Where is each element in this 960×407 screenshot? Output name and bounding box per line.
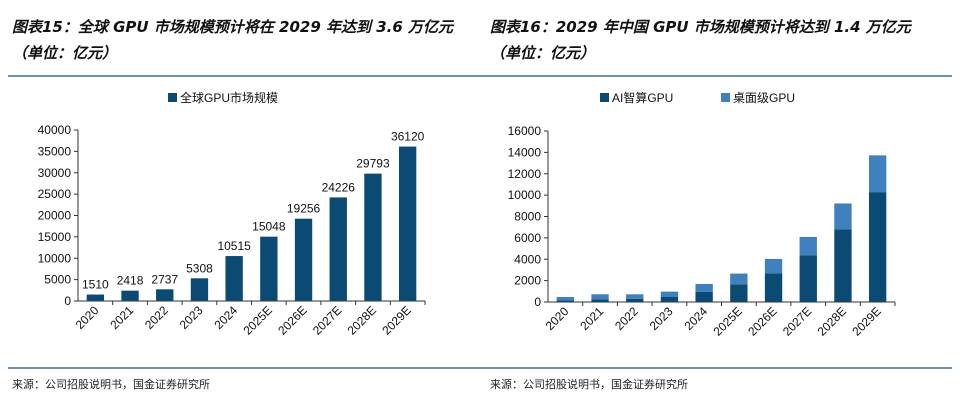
legend-swatch: [721, 93, 730, 102]
legend-label: 桌面级GPU: [733, 91, 795, 105]
bar-main-2027E: [329, 197, 347, 301]
bar-main-2024: [225, 256, 243, 301]
x-tick-label: 2020: [73, 303, 102, 332]
bar-desktop-2024: [695, 283, 713, 292]
legend-label: AI智算GPU: [612, 90, 673, 105]
bar-main-2028E: [364, 173, 382, 301]
data-label: 29793: [356, 157, 390, 171]
x-tick-label: 2024: [211, 303, 240, 332]
bar-main-2023: [190, 278, 209, 301]
x-tick-label: 2023: [177, 303, 206, 332]
right-source: 来源：公司招股说明书，国金证券研究所: [490, 378, 688, 391]
x-tick-label: 2023: [647, 304, 676, 333]
bar-desktop-2021: [591, 294, 609, 300]
data-label: 1510: [82, 278, 109, 292]
x-tick-label: 2021: [107, 303, 136, 332]
bar-main-2023: [660, 296, 679, 302]
x-tick-label: 2029E: [379, 303, 413, 337]
x-tick-label: 2021: [577, 304, 606, 333]
bottom-rule: [8, 367, 952, 369]
bar-desktop-2026E: [764, 258, 783, 274]
y-tick-label: 15000: [38, 230, 72, 244]
bar-main-2020: [556, 300, 575, 302]
y-tick-label: 8000: [514, 210, 541, 224]
bar-main-2029E: [868, 192, 887, 302]
x-tick-label: 2024: [681, 304, 710, 333]
bar-main-2021: [591, 299, 609, 302]
bar-main-2020: [86, 294, 105, 301]
bar-main-2027E: [799, 255, 817, 302]
bar-desktop-2022: [626, 294, 644, 299]
x-tick-label: 2025E: [711, 304, 745, 338]
y-tick-label: 10000: [508, 188, 542, 202]
bar-main-2025E: [730, 284, 748, 302]
bar-main-2029E: [398, 146, 417, 301]
x-tick-label: 2027E: [310, 303, 344, 337]
bar-main-2025E: [260, 236, 278, 301]
bar-main-2026E: [764, 273, 783, 302]
data-label: 36120: [391, 130, 425, 144]
left-chart: 0 5000 10000 15000 20000 25000 30000 35000 40000…: [38, 90, 426, 338]
y-tick-label: 40000: [38, 123, 72, 137]
x-tick-label: 2022: [612, 304, 641, 333]
x-tick-label: 2028E: [815, 304, 849, 338]
x-tick-label: 2029E: [849, 304, 883, 338]
bar-main-2028E: [834, 229, 852, 302]
y-tick-label: 4000: [514, 252, 541, 266]
y-tick-label: 10000: [38, 251, 72, 265]
y-tick-label: 2000: [514, 274, 541, 288]
x-tick-label: 2026E: [745, 304, 779, 338]
data-label: 5308: [186, 261, 213, 275]
y-tick-label: 30000: [38, 166, 72, 180]
left-source: 来源：公司招股说明书，国金证券研究所: [12, 378, 210, 391]
bar-desktop-2020: [556, 296, 575, 301]
y-tick-label: 0: [534, 295, 541, 309]
bar-desktop-2028E: [834, 203, 852, 230]
bar-desktop-2027E: [799, 236, 817, 256]
y-tick-label: 5000: [44, 273, 71, 287]
bar-desktop-2023: [660, 291, 679, 297]
bar-desktop-2029E: [868, 155, 887, 193]
x-tick-label: 2022: [142, 303, 171, 332]
legend-swatch: [168, 93, 177, 102]
legend-label: 全球GPU市场规模: [180, 90, 278, 105]
y-tick-label: 14000: [508, 145, 542, 159]
left-chart-title: 图表15：全球 GPU 市场规模预计将在 2029 年达到 3.6 万亿元（单位…: [12, 18, 454, 62]
right-chart: 0 2000 4000 6000 8000 10000 12000 14000 16000 202…: [508, 90, 896, 339]
data-label: 2737: [151, 272, 178, 286]
y-tick-label: 12000: [508, 167, 542, 181]
bar-main-2026E: [294, 218, 313, 301]
x-tick-label: 2025E: [241, 303, 275, 337]
y-tick-label: 35000: [38, 144, 72, 158]
y-tick-label: 0: [64, 294, 71, 308]
x-tick-label: 2027E: [780, 304, 814, 338]
y-tick-label: 16000: [508, 124, 542, 138]
y-tick-label: 25000: [38, 187, 72, 201]
data-label: 19256: [287, 202, 321, 216]
data-label: 15048: [252, 220, 286, 234]
bar-desktop-2025E: [730, 273, 748, 285]
bar-main-2022: [626, 298, 644, 302]
bar-main-2021: [121, 290, 139, 301]
legend-swatch: [600, 93, 609, 102]
x-tick-label: 2020: [543, 304, 572, 333]
x-tick-label: 2026E: [275, 303, 309, 337]
y-tick-label: 20000: [38, 209, 72, 223]
data-label: 2418: [117, 274, 144, 288]
y-tick-label: 6000: [514, 231, 541, 245]
right-chart-title: 图表16：2029 年中国 GPU 市场规模预计将达到 1.4 万亿元（单位：亿…: [490, 18, 911, 62]
data-label: 24226: [322, 180, 356, 194]
top-rule: [8, 75, 952, 77]
x-tick-label: 2028E: [345, 303, 379, 337]
data-label: 10515: [217, 239, 251, 253]
bar-main-2024: [695, 291, 713, 302]
bar-main-2022: [156, 289, 174, 301]
